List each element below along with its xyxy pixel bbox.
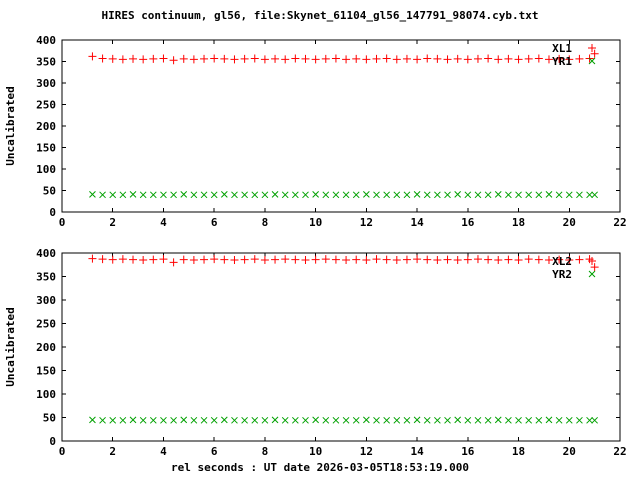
x-tick-label: 16 [461,445,475,458]
y-tick-label: 200 [36,341,56,354]
legend-marker-YR1 [588,57,596,65]
x-tick-label: 4 [160,216,167,229]
x-tick-label: 14 [410,216,424,229]
y-tick-label: 150 [36,142,56,155]
panel-1: 0 2 4 6 8 10 12 14 16 18 20 22 0 50 100 150 200 250 300 350… [4,34,627,229]
panel-2: 0 2 4 6 8 10 12 14 16 18 20 22 0 50 100 150 200 250 300 350… [4,247,627,458]
y-tick-label: 100 [36,163,56,176]
x-tick-label: 4 [160,445,167,458]
y-tick-label: 350 [36,56,56,69]
x-tick-label: 14 [410,445,424,458]
y-tick-label: 0 [49,435,56,448]
legend-label-XL2: XL2 [552,255,572,268]
x-tick-label: 22 [613,445,626,458]
x-tick-label: 20 [563,445,576,458]
x-axis-label: rel seconds : UT date 2026-03-05T18:53:1… [170,461,469,474]
y-axis-title: Uncalibrated [4,307,17,386]
x-tick-label: 2 [109,216,116,229]
x-tick-label: 22 [613,216,626,229]
x-tick-label: 20 [563,216,576,229]
y-tick-label: 50 [43,412,56,425]
x-tick-label: 18 [512,216,525,229]
y-tick-label: 200 [36,120,56,133]
y-tick-label: 100 [36,388,56,401]
series-XL2 [88,254,599,272]
x-tick-label: 2 [109,445,116,458]
y-tick-label: 50 [43,185,56,198]
x-tick-label: 16 [461,216,475,229]
y-tick-label: 150 [36,365,56,378]
series-XL1 [88,49,599,65]
x-tick-label: 10 [309,216,322,229]
legend-label-YR2: YR2 [552,268,572,281]
x-tick-label: 12 [360,216,373,229]
y-tick-label: 400 [36,34,56,47]
x-tick-label: 6 [211,216,218,229]
x-tick-label: 12 [360,445,373,458]
y-tick-label: 400 [36,247,56,260]
y-tick-label: 250 [36,99,56,112]
y-tick-label: 300 [36,294,56,307]
legend-label-XL1: XL1 [552,42,572,55]
x-tick-label: 8 [262,216,269,229]
x-tick-label: 18 [512,445,525,458]
legend-marker-XL1 [588,44,596,52]
series-YR2 [89,416,598,424]
x-tick-label: 10 [309,445,322,458]
y-tick-label: 250 [36,318,56,331]
legend-label-YR1: YR1 [552,55,572,68]
y-tick-label: 350 [36,271,56,284]
y-axis-title: Uncalibrated [4,86,17,165]
plot-border [61,39,621,213]
x-tick-label: 0 [59,445,66,458]
y-tick-label: 300 [36,77,56,90]
legend-marker-XL2 [588,257,596,265]
x-tick-label: 6 [211,445,218,458]
x-tick-label: 0 [59,216,66,229]
y-tick-label: 0 [49,206,56,219]
chart-title: HIRES continuum, gl56, file:Skynet_61104… [101,9,539,22]
x-tick-label: 8 [262,445,269,458]
legend-marker-YR2 [588,270,596,278]
plot-border [61,252,621,442]
series-YR1 [89,191,598,199]
